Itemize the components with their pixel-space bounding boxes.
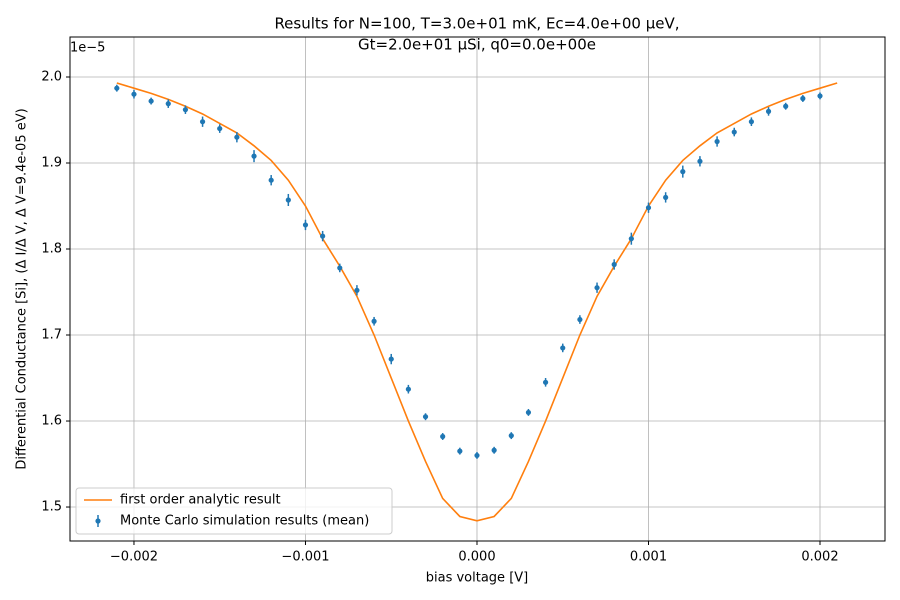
data-point bbox=[611, 261, 617, 268]
data-point bbox=[234, 134, 240, 140]
y-tick-label: 1.6 bbox=[41, 414, 62, 429]
data-point bbox=[783, 103, 789, 109]
x-tick-label: 0.001 bbox=[630, 550, 667, 565]
data-point bbox=[628, 236, 634, 242]
data-point bbox=[748, 119, 754, 125]
data-point bbox=[817, 93, 823, 99]
data-point bbox=[457, 448, 463, 454]
legend-label: first order analytic result bbox=[120, 493, 281, 508]
data-point bbox=[199, 119, 206, 125]
data-point bbox=[182, 107, 189, 113]
legend-swatch bbox=[95, 518, 101, 524]
data-point bbox=[680, 169, 686, 175]
data-point bbox=[714, 138, 720, 145]
data-point bbox=[388, 356, 394, 362]
x-tick-label: 0.002 bbox=[801, 550, 838, 565]
y-tick-label: 1.9 bbox=[41, 156, 62, 171]
y-axis-label: Differential Conductance [Si], (Δ I/Δ V,… bbox=[15, 108, 30, 469]
data-point bbox=[594, 285, 600, 291]
data-point bbox=[165, 101, 171, 107]
data-point bbox=[405, 386, 411, 392]
x-axis-label: bias voltage [V] bbox=[426, 571, 528, 586]
data-point bbox=[577, 316, 583, 323]
data-point bbox=[731, 129, 737, 135]
data-point bbox=[131, 91, 137, 97]
data-point bbox=[542, 379, 549, 385]
chart-title: Results for N=100, T=3.0e+01 mK, Ec=4.0e… bbox=[274, 15, 679, 33]
data-point bbox=[354, 287, 360, 293]
data-point bbox=[508, 433, 514, 439]
data-point bbox=[663, 194, 669, 201]
x-tick-label: −0.001 bbox=[281, 550, 329, 565]
data-point bbox=[268, 177, 274, 183]
data-point bbox=[302, 222, 309, 228]
y-tick-label: 1.8 bbox=[41, 242, 62, 257]
x-tick-label: 0.000 bbox=[458, 550, 495, 565]
y-tick-label: 1.7 bbox=[41, 328, 62, 343]
data-point bbox=[337, 265, 343, 271]
data-point bbox=[697, 158, 703, 164]
data-point bbox=[114, 85, 120, 91]
y-tick-label: 2.0 bbox=[41, 69, 62, 84]
data-point bbox=[474, 452, 480, 459]
data-point bbox=[285, 197, 291, 203]
data-point bbox=[765, 108, 772, 114]
data-point bbox=[645, 205, 652, 211]
y-offset-label: 1e−5 bbox=[70, 41, 105, 56]
data-point bbox=[148, 98, 154, 104]
data-point bbox=[422, 414, 429, 420]
data-point bbox=[371, 318, 377, 324]
plot-frame bbox=[69, 36, 886, 542]
data-point bbox=[251, 153, 257, 159]
x-tick-label: −0.002 bbox=[110, 550, 158, 565]
y-tick-label: 1.5 bbox=[41, 500, 62, 515]
legend-label: Monte Carlo simulation results (mean) bbox=[120, 514, 369, 529]
data-point bbox=[560, 345, 566, 351]
data-point bbox=[491, 447, 497, 453]
data-point bbox=[320, 233, 326, 239]
data-point bbox=[440, 433, 446, 440]
legend-box bbox=[75, 487, 393, 535]
data-point bbox=[800, 95, 806, 102]
data-point bbox=[525, 409, 532, 416]
data-point bbox=[217, 125, 223, 132]
